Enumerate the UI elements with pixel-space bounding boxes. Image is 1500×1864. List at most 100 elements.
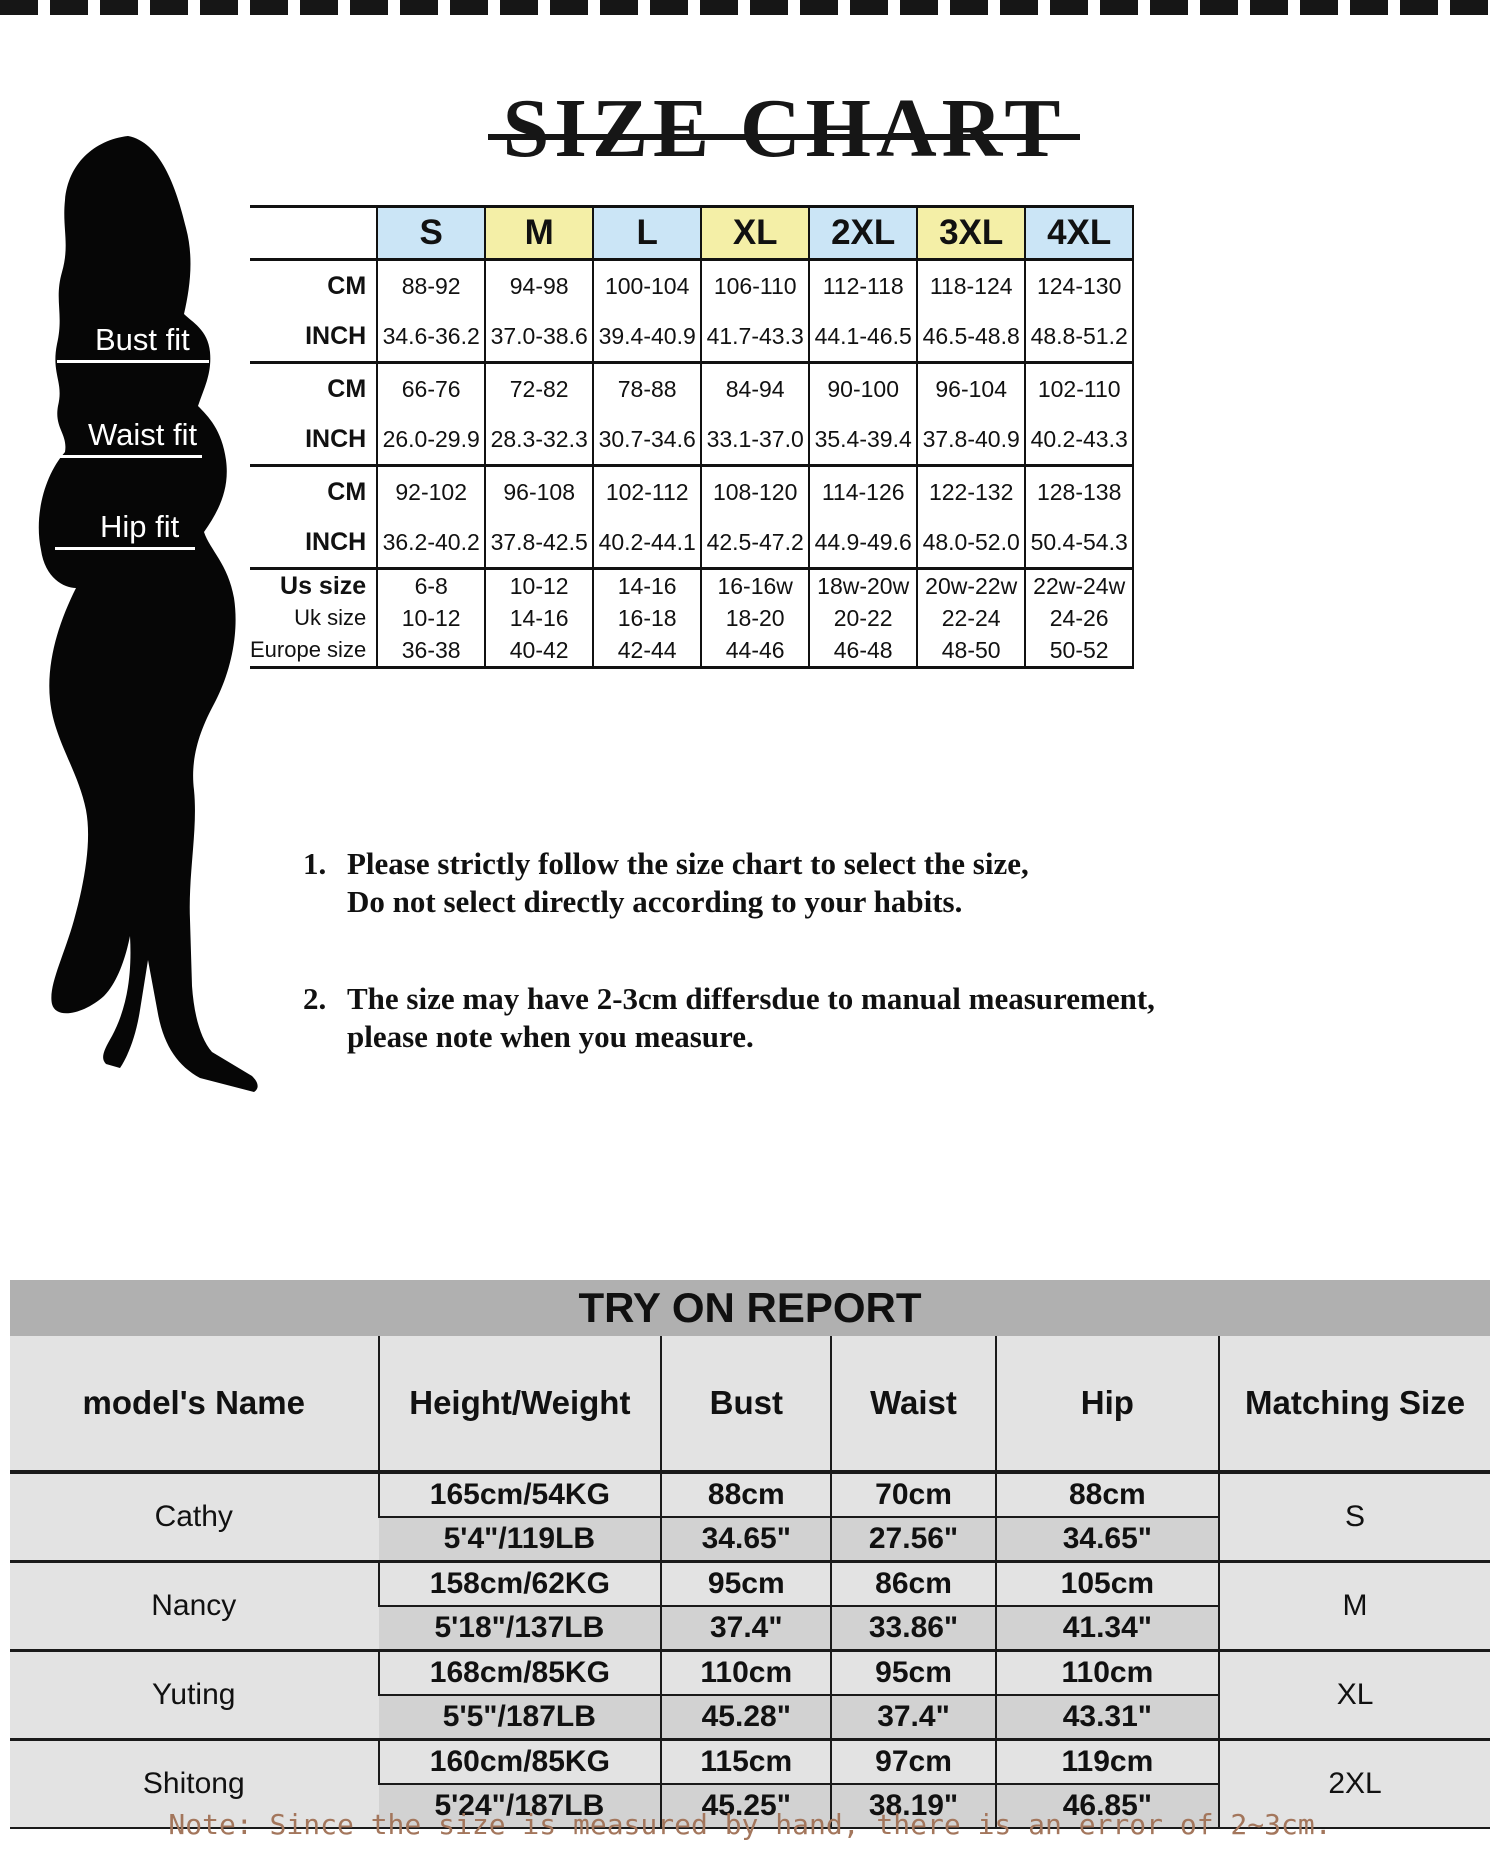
size-col-header: L — [592, 205, 702, 261]
size-cell: 44.9-49.6 — [808, 517, 918, 570]
size-cell: 88-92 — [376, 259, 486, 311]
size-cell: 22w-24w — [1024, 568, 1135, 602]
report-col-header: Hip — [994, 1336, 1220, 1474]
europe-size-row: Europe size 36-38 40-42 42-44 44-46 46-4… — [250, 634, 1135, 669]
try-on-report-table: model's Name Height/Weight Bust Waist Hi… — [10, 1336, 1490, 1829]
report-cell: 5'5"/187LB — [378, 1695, 662, 1740]
size-cell: 42-44 — [592, 634, 702, 669]
size-cell: 102-110 — [1024, 362, 1135, 414]
size-cell: 102-112 — [592, 465, 702, 517]
unit-label: INCH — [250, 414, 378, 467]
waist-fit-underline — [40, 455, 202, 458]
size-cell: 90-100 — [808, 362, 918, 414]
size-cell: 112-118 — [808, 259, 918, 311]
corner-cell — [250, 205, 378, 261]
model-row-imperial: 5'5"/187LB 45.28" 37.4" 43.31" — [10, 1695, 1490, 1740]
page-title: SIZE CHART — [502, 82, 1066, 176]
title-underline — [488, 134, 1080, 140]
size-col-header: XL — [700, 205, 810, 261]
size-cell: 41.7-43.3 — [700, 311, 810, 364]
report-cell: 37.4" — [830, 1695, 996, 1740]
uk-size-row: Uk size 10-12 14-16 16-18 18-20 20-22 22… — [250, 602, 1135, 634]
size-cell: 26.0-29.9 — [376, 414, 486, 467]
unit-label: CM — [327, 271, 367, 300]
model-row-metric: Nancy 158cm/62KG 95cm 86cm 105cm M — [10, 1560, 1490, 1651]
report-cell: 165cm/54KG — [377, 1470, 662, 1518]
report-cell: 27.56" — [830, 1517, 996, 1562]
size-cell: 36.2-40.2 — [376, 517, 486, 570]
size-cell: 46-48 — [808, 634, 918, 669]
hip-fit-label: Hip fit — [100, 509, 180, 544]
size-cell: 108-120 — [700, 465, 810, 517]
note-number: 2. — [303, 981, 327, 1016]
measurement-error-note: Note: Since the size is measured by hand… — [168, 1808, 1332, 1841]
woman-silhouette-image — [38, 136, 258, 1092]
report-cell: 46.85" — [994, 1784, 1220, 1828]
model-name: Nancy — [10, 1560, 379, 1651]
size-cell: 14-16 — [592, 568, 702, 602]
size-cell: 16-16w — [700, 568, 810, 602]
us-size-label: Us size — [280, 571, 367, 600]
size-chart-table: S M L XL 2XL 3XL 4XL CM 88-92 94-98 100-… — [250, 205, 1135, 669]
uk-size-label: Uk size — [294, 605, 367, 630]
model-row-metric: Cathy 165cm/54KG 88cm 70cm 88cm S — [10, 1470, 1490, 1562]
report-cell: 110cm — [994, 1649, 1220, 1696]
size-cell: 35.4-39.4 — [808, 414, 918, 467]
report-cell: 5'18"/137LB — [378, 1606, 662, 1651]
unit-label: INCH — [250, 517, 378, 570]
size-cell: 18w-20w — [808, 568, 918, 602]
matching-size: M — [1218, 1560, 1490, 1651]
matching-size: 2XL — [1218, 1738, 1490, 1828]
size-cell: 40.2-44.1 — [592, 517, 702, 570]
report-cell: 34.65" — [994, 1517, 1220, 1562]
try-on-report-title: TRY ON REPORT — [578, 1284, 922, 1331]
size-cell: 66-76 — [376, 362, 486, 414]
report-col-header: Matching Size — [1218, 1336, 1490, 1474]
size-cell: 42.5-47.2 — [700, 517, 810, 570]
size-cell: 18-20 — [700, 602, 810, 634]
size-cell: 20w-22w — [916, 568, 1026, 602]
model-row-imperial: 5'4"/119LB 34.65" 27.56" 34.65" — [10, 1517, 1490, 1562]
report-cell: 105cm — [994, 1560, 1220, 1607]
model-row-imperial: 5'18"/137LB 37.4" 33.86" 41.34" — [10, 1606, 1490, 1651]
size-cell: 14-16 — [484, 602, 594, 634]
size-cell: 39.4-40.9 — [592, 311, 702, 364]
try-on-report-header: TRY ON REPORT — [10, 1280, 1490, 1336]
size-cell: 6-8 — [376, 568, 486, 602]
report-cell: 41.34" — [994, 1606, 1220, 1651]
size-cell: 46.5-48.8 — [916, 311, 1026, 364]
size-cell: 122-132 — [916, 465, 1026, 517]
unit-label: CM — [327, 477, 367, 506]
report-cell: 5'4"/119LB — [378, 1517, 662, 1562]
size-cell: 44.1-46.5 — [808, 311, 918, 364]
size-cell: 33.1-37.0 — [700, 414, 810, 467]
report-cell: 168cm/85KG — [377, 1649, 662, 1696]
size-cell: 37.0-38.6 — [484, 311, 594, 364]
size-col-header: 2XL — [808, 205, 918, 261]
top-dashed-border — [0, 0, 1500, 15]
size-col-header: 3XL — [916, 205, 1026, 261]
report-cell: 88cm — [660, 1470, 832, 1518]
note-line: please note when you measure. — [347, 1018, 754, 1054]
size-cell: 30.7-34.6 — [592, 414, 702, 467]
try-on-report-section: TRY ON REPORT model's Name Height/Weight… — [10, 1280, 1490, 1829]
report-col-header: Bust — [660, 1336, 832, 1474]
hip-fit-underline — [55, 547, 195, 550]
report-col-header: Height/Weight — [377, 1336, 662, 1474]
size-cell: 28.3-32.3 — [484, 414, 594, 467]
waist-cm-row: CM 66-76 72-82 78-88 84-94 90-100 96-104… — [250, 362, 1135, 414]
report-cell: 45.25" — [660, 1784, 832, 1828]
size-cell: 36-38 — [376, 634, 486, 669]
size-header-row: S M L XL 2XL 3XL 4XL — [250, 205, 1135, 261]
size-cell: 50.4-54.3 — [1024, 517, 1135, 570]
note-line: Do not select directly according to your… — [347, 883, 963, 919]
size-cell: 16-18 — [592, 602, 702, 634]
size-cell: 34.6-36.2 — [376, 311, 486, 364]
report-cell: 110cm — [660, 1649, 832, 1696]
size-cell: 72-82 — [484, 362, 594, 414]
size-col-header: M — [484, 205, 594, 261]
hip-cm-row: CM 92-102 96-108 102-112 108-120 114-126… — [250, 465, 1135, 517]
size-cell: 44-46 — [700, 634, 810, 669]
size-cell: 20-22 — [808, 602, 918, 634]
matching-size: S — [1218, 1470, 1490, 1562]
